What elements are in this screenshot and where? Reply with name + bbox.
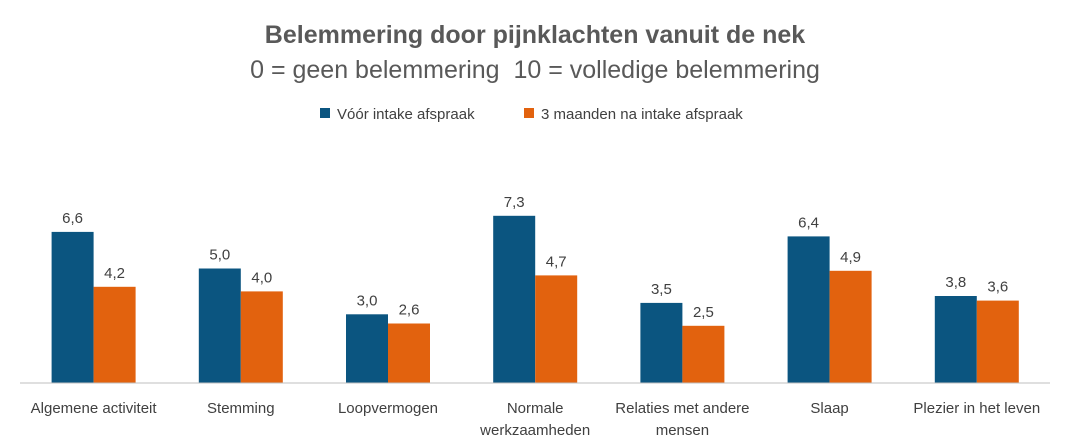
data-label-series-1-cat-7: 3,8 [945, 274, 966, 291]
x-tick-label-cat-7-line-1: Plezier in het leven [913, 400, 1040, 417]
bar-series-1-cat-6 [787, 236, 830, 383]
data-label-series-1-cat-6: 6,4 [798, 214, 819, 231]
x-tick-label-cat-6-line-1: Slaap [810, 400, 848, 417]
bar-series-1-cat-2 [198, 268, 241, 383]
x-tick-label-cat-5-line-2: mensen [656, 422, 709, 439]
bar-series-2-cat-2 [240, 291, 283, 383]
x-tick-label-cat-4-line-1: Normale [507, 400, 564, 417]
bars [51, 215, 1019, 384]
bar-series-1-cat-4 [493, 215, 536, 383]
data-labels: 6,6 4,2 5,0 4,0 3,0 2,6 7,3 4,7 3,5 2,5 6,4 4,9 3,8 3… [62, 194, 1008, 321]
data-label-series-1-cat-2: 5,0 [209, 247, 230, 264]
bar-series-2-cat-4 [535, 275, 578, 383]
chart-subtitle: 0 = geen belemmering 10 = volledige bele… [250, 56, 820, 84]
bar-series-2-cat-3 [388, 323, 430, 383]
data-label-series-2-cat-3: 2,6 [399, 302, 420, 319]
data-label-series-1-cat-3: 3,0 [357, 292, 378, 309]
bar-series-2-cat-1 [93, 286, 136, 383]
data-label-series-2-cat-1: 4,2 [104, 265, 125, 282]
legend-label-series-1: Vóór intake afspraak [337, 106, 475, 123]
x-tick-label-cat-1-line-1: Algemene activiteit [31, 400, 158, 417]
bar-series-2-cat-7 [976, 300, 1019, 383]
legend-swatch-series-2 [524, 108, 534, 118]
data-label-series-2-cat-5: 2,5 [693, 304, 714, 321]
data-label-series-2-cat-4: 4,7 [546, 253, 567, 270]
data-label-series-1-cat-1: 6,6 [62, 210, 83, 227]
x-axis-tick-labels: Algemene activiteit Stemming Loopvermogen N… [31, 400, 1041, 439]
bar-series-1-cat-5 [640, 302, 683, 383]
data-label-series-2-cat-2: 4,0 [251, 269, 272, 286]
bar-series-2-cat-5 [682, 325, 725, 384]
data-label-series-2-cat-7: 3,6 [987, 279, 1008, 296]
x-tick-label-cat-5-line-1: Relaties met andere [615, 400, 749, 417]
data-label-series-1-cat-4: 7,3 [504, 194, 525, 211]
legend: Vóór intake afspraak 3 maanden na intake… [320, 106, 743, 123]
x-tick-label-cat-4-line-2: werkzaamheden [479, 422, 590, 439]
bar-series-1-cat-7 [934, 296, 977, 383]
legend-swatch-series-1 [320, 108, 330, 118]
bar-series-2-cat-6 [829, 270, 872, 383]
data-label-series-2-cat-6: 4,9 [840, 249, 861, 266]
data-label-series-1-cat-5: 3,5 [651, 281, 672, 298]
x-tick-label-cat-3-line-1: Loopvermogen [338, 400, 438, 417]
legend-label-series-2: 3 maanden na intake afspraak [541, 106, 743, 123]
chart-title: Belemmering door pijnklachten vanuit de … [265, 21, 805, 49]
bar-series-1-cat-1 [51, 231, 94, 383]
bar-series-1-cat-3 [346, 314, 388, 383]
x-tick-label-cat-2-line-1: Stemming [207, 400, 275, 417]
